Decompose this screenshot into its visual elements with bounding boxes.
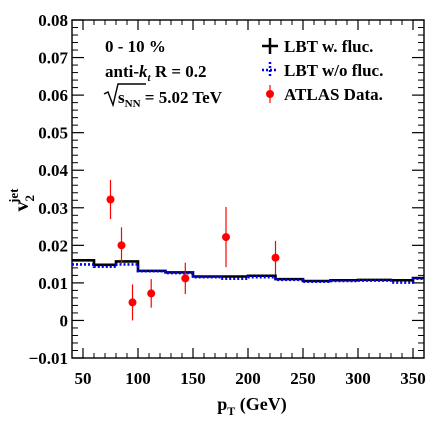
legend-label: LBT w/o fluc.: [284, 61, 383, 80]
data-marker: [181, 274, 190, 283]
y-tick-label: 0.04: [38, 161, 68, 180]
annotation-energy: sNN = 5.02 TeV: [103, 83, 223, 110]
y-tick-label: 0.05: [38, 124, 68, 143]
series-layer: [72, 179, 424, 321]
legend-label: LBT w. fluc.: [284, 37, 373, 56]
atlas-data-point: [106, 179, 115, 220]
x-axis-label: pT (GeV): [217, 394, 287, 418]
y-tick-label: 0.06: [38, 86, 68, 105]
atlas-data-point: [181, 262, 190, 295]
x-tick-label: 250: [290, 369, 316, 388]
x-tick-label: 150: [180, 369, 206, 388]
y-tick-label: 0: [60, 311, 69, 330]
x-tick-label: 300: [345, 369, 371, 388]
series-lbt-wo-fluc-line: [72, 263, 424, 284]
data-marker: [147, 289, 156, 298]
y-tick-label: 0.02: [38, 236, 68, 255]
legend: LBT w. fluc. LBT w/o fluc. ATLAS Data.: [262, 37, 383, 104]
svg-text:sNN = 5.02 TeV: sNN = 5.02 TeV: [118, 88, 223, 110]
legend-entry-lbt-w-fluc: LBT w. fluc.: [262, 37, 373, 56]
atlas-data-point: [117, 227, 126, 264]
annotation-jet-algorithm: anti-kt R = 0.2: [105, 62, 207, 84]
x-tick-label: 200: [235, 369, 261, 388]
y-tick-label: 0.01: [38, 274, 68, 293]
atlas-data-point: [222, 207, 230, 268]
data-marker: [106, 195, 115, 204]
annotations: 0 - 10 % anti-kt R = 0.2 sNN = 5.02 TeV: [103, 37, 223, 110]
atlas-data-point: [128, 284, 137, 321]
y-tick-label: −0.01: [29, 349, 68, 368]
plot-area: 50 100 150 200 250 300 350 −0.01 0 0.01 0.02 0.03 0.…: [29, 11, 426, 388]
x-tick-label: 350: [400, 369, 426, 388]
atlas-data-point: [271, 240, 280, 275]
annotation-centrality: 0 - 10 %: [105, 37, 166, 56]
x-tick-label: 100: [125, 369, 151, 388]
y-axis-label: v2jet: [6, 188, 37, 212]
data-marker: [128, 298, 137, 307]
y-tick-label: 0.07: [38, 49, 68, 68]
data-marker: [271, 253, 280, 262]
y-tick-label: 0.03: [38, 199, 68, 218]
data-marker: [222, 233, 230, 242]
legend-marker-point: [266, 90, 274, 98]
atlas-data-point: [147, 279, 156, 308]
legend-entry-atlas-data: ATLAS Data.: [266, 85, 383, 104]
data-marker: [117, 241, 126, 250]
sqrt-sign: [103, 83, 146, 108]
y-tick-label: 0.08: [38, 11, 68, 30]
legend-entry-lbt-wo-fluc: LBT w/o fluc.: [262, 61, 383, 80]
legend-label: ATLAS Data.: [284, 85, 383, 104]
x-tick-label: 50: [75, 369, 92, 388]
